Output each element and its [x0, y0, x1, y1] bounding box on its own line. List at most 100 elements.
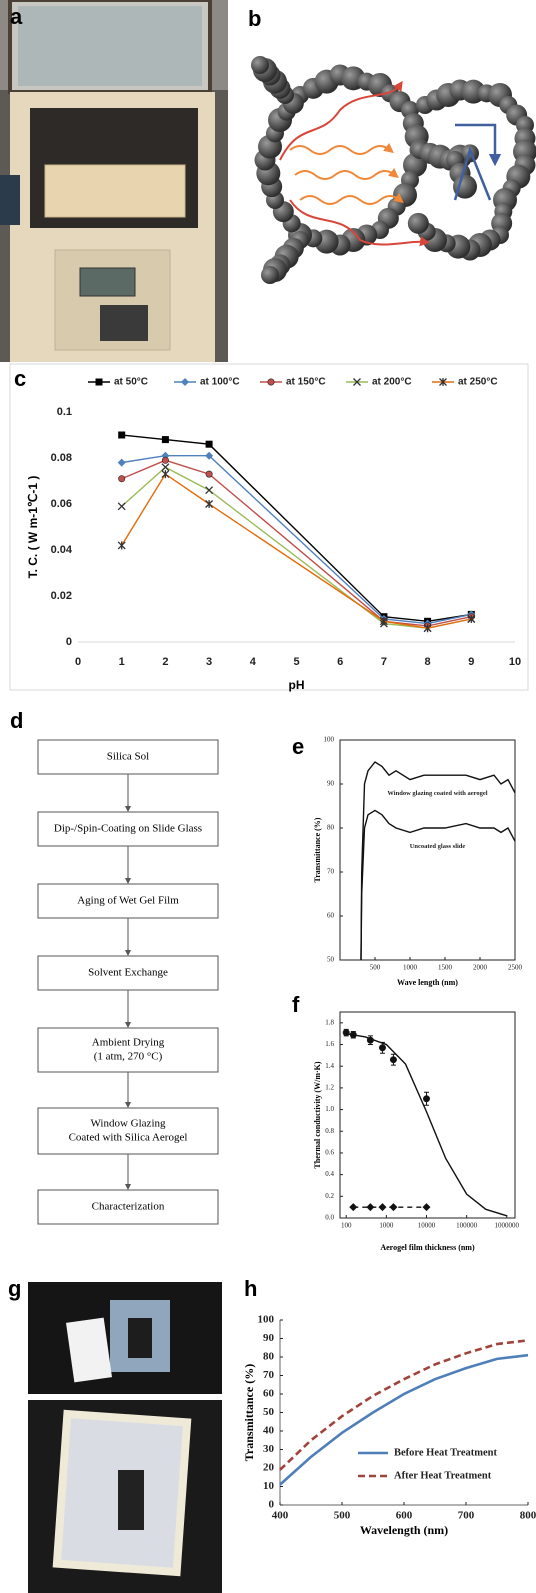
series-line: [360, 761, 516, 961]
y-tick-label: 50: [327, 956, 335, 964]
y-tick-label: 0: [66, 636, 72, 648]
plot-frame: [339, 739, 516, 961]
marker: [95, 378, 103, 386]
marker: [267, 378, 275, 386]
series-line: [121, 455, 472, 625]
panel-label: f: [292, 992, 300, 1017]
marker: [117, 458, 126, 467]
plot-frame: [339, 1011, 516, 1219]
y-tick-label: 0.4: [325, 1170, 334, 1178]
y-tick-label: 40: [263, 1425, 275, 1437]
x-tick-label: 1000000: [495, 1222, 520, 1230]
x-tick-label: 600: [396, 1510, 413, 1522]
marker: [366, 1203, 375, 1212]
x-axis-label: Aerogel film thickness (nm): [380, 1243, 475, 1252]
x-axis-label: pH: [289, 678, 305, 692]
heat-wave: [299, 192, 404, 205]
legend-label: at 100°C: [200, 377, 240, 388]
y-tick-label: 70: [263, 1369, 275, 1381]
marker: [439, 378, 447, 386]
legend-label: at 150°C: [286, 377, 326, 388]
x-tick-label: 1: [119, 656, 125, 668]
x-tick-label: 6: [337, 656, 343, 668]
series-line: [121, 459, 472, 627]
marker: [378, 1203, 387, 1212]
marker: [118, 431, 126, 439]
marker: [379, 617, 388, 626]
flow-box: [37, 811, 219, 847]
flow-box: [37, 1107, 219, 1155]
y-tick-label: 1.2: [325, 1084, 334, 1092]
x-tick-label: 5: [293, 656, 299, 668]
panel-label: b: [248, 6, 261, 31]
y-tick-label: 0.8: [325, 1127, 334, 1135]
panel-label: h: [244, 1276, 257, 1301]
particle: [251, 56, 269, 74]
legend-label: at 200°C: [372, 377, 412, 388]
x-axis-label: Wave length (nm): [397, 978, 458, 987]
legend-label: at 50°C: [114, 377, 148, 388]
marker: [389, 1203, 398, 1212]
heat-wave: [294, 167, 399, 180]
y-tick-label: 50: [263, 1406, 275, 1418]
marker: [423, 1095, 431, 1103]
y-tick-label: 0: [269, 1499, 275, 1511]
x-tick-label: 7: [381, 656, 387, 668]
y-tick-label: 0.0: [325, 1214, 334, 1222]
particle: [403, 153, 427, 177]
y-tick-label: 1.4: [325, 1062, 334, 1070]
x-tick-label: 10: [509, 656, 521, 668]
marker: [117, 502, 126, 511]
marker: [205, 440, 213, 448]
flow-box: [37, 1027, 219, 1073]
y-tick-label: 90: [327, 780, 335, 788]
flow-box: [37, 739, 219, 775]
y-tick-label: 0.08: [51, 452, 72, 464]
y-tick-label: 60: [263, 1388, 275, 1400]
x-tick-label: 3: [206, 656, 212, 668]
flow-text: Dip-/Spin-Coating on Slide Glass: [54, 823, 202, 835]
marker: [161, 463, 170, 472]
marker: [205, 470, 213, 478]
marker: [117, 541, 126, 550]
flow-text: Window Glazing: [90, 1118, 166, 1130]
marker: [389, 1056, 397, 1064]
series-line: [279, 1339, 529, 1471]
x-tick-label: 700: [458, 1510, 475, 1522]
heat-path: [279, 80, 403, 161]
y-tick-label: 1.8: [325, 1018, 334, 1026]
flow-text: Solvent Exchange: [88, 967, 168, 979]
y-tick-label: 100: [324, 736, 335, 744]
marker: [422, 1203, 431, 1212]
flow-text: Characterization: [92, 1201, 165, 1213]
x-tick-label: 500: [370, 964, 381, 972]
marker: [378, 1044, 386, 1052]
y-tick-label: 30: [263, 1443, 275, 1455]
heat-path: [289, 199, 430, 247]
x-tick-label: 4: [250, 656, 257, 668]
y-tick-label: 0.02: [51, 590, 72, 602]
flow-text: Silica Sol: [107, 751, 149, 763]
marker: [423, 624, 432, 633]
legend-label: at 250°C: [458, 377, 498, 388]
panel-label: e: [292, 734, 304, 759]
marker: [161, 470, 170, 479]
photo-setup: [28, 1282, 222, 1593]
x-tick-label: 9: [468, 656, 474, 668]
legend-label: Before Heat Treatment: [394, 1447, 498, 1458]
curve-label: Window glazing coated with aerogel: [387, 790, 487, 797]
curve-label: Uncoated glass slide: [410, 843, 466, 850]
x-axis-label: Wavelength (nm): [360, 1523, 448, 1537]
y-tick-label: 80: [263, 1351, 275, 1363]
y-tick-label: 100: [258, 1314, 275, 1326]
panel-label: g: [8, 1276, 21, 1301]
marker: [161, 436, 169, 444]
y-tick-label: 0.2: [325, 1192, 334, 1200]
y-tick-label: 0.06: [51, 498, 72, 510]
y-tick-label: 1.6: [325, 1040, 334, 1048]
heat-wave: [289, 142, 394, 155]
y-axis-label: T. C. ( W m-1℃-1 ): [26, 476, 40, 579]
y-tick-label: 0.6: [325, 1149, 334, 1157]
y-tick-label: 60: [327, 912, 335, 920]
